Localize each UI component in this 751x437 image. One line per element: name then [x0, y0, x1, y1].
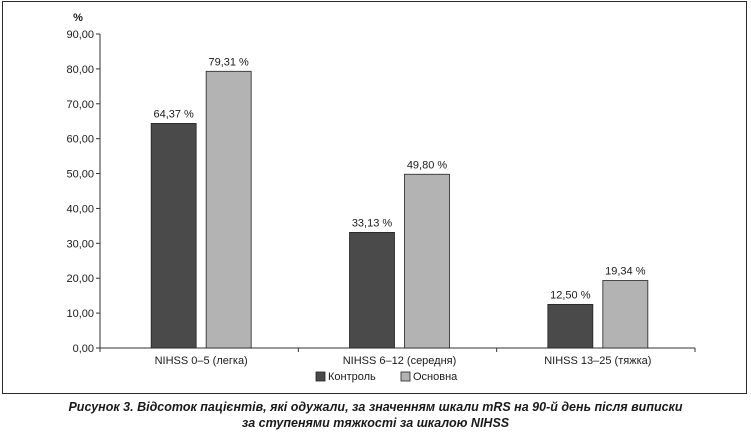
y-tick-label: 60,00 [66, 134, 94, 146]
bar [205, 70, 252, 349]
data-label: 64,37 % [153, 108, 194, 120]
bar [150, 123, 197, 349]
y-tick-label: 20,00 [66, 273, 94, 285]
legend-swatch [400, 371, 411, 382]
data-label: 19,34 % [605, 266, 646, 278]
legend-swatch [315, 371, 326, 382]
y-tick-label: 30,00 [66, 238, 94, 250]
y-tick-label: 40,00 [66, 203, 94, 215]
bar [349, 232, 395, 349]
y-tick-label: 50,00 [66, 169, 94, 181]
x-tick-label: NIHSS 0–5 (легка) [155, 355, 248, 367]
bar [602, 280, 649, 349]
data-label: 33,13 % [352, 217, 393, 229]
figure-caption-line2: за ступенями тяжкості за шкалою NIHSS [241, 416, 510, 430]
bar-chart: 0,00 10,00 20,00 30,00 40,00 50,00 60,00 70,00 8… [66, 12, 696, 383]
data-label: 49,80 % [407, 159, 448, 171]
y-axis-label: % [73, 12, 83, 24]
x-tick-label: NIHSS 6–12 (середня) [343, 355, 457, 367]
data-label: 12,50 % [550, 289, 591, 301]
data-label: 79,31 % [208, 56, 249, 68]
y-tick-label: 70,00 [66, 99, 94, 111]
y-tick-label: 10,00 [66, 308, 94, 320]
y-tick-label: 80,00 [66, 64, 94, 76]
bar [404, 173, 450, 349]
chart-frame: 0,00 10,00 20,00 30,00 40,00 50,00 60,00 70,00 8… [2, 1, 747, 394]
y-tick-label: 0,00 [73, 343, 94, 355]
bar [547, 303, 594, 349]
legend-label: Основна [413, 371, 458, 383]
y-tick-label: 90,00 [66, 29, 94, 41]
x-tick-label: NIHSS 13–25 (тяжка) [544, 355, 651, 367]
legend-label: Контроль [328, 371, 376, 383]
figure-caption-line1: Рисунок 3. Відсоток пацієнтів, які одужа… [68, 400, 683, 414]
